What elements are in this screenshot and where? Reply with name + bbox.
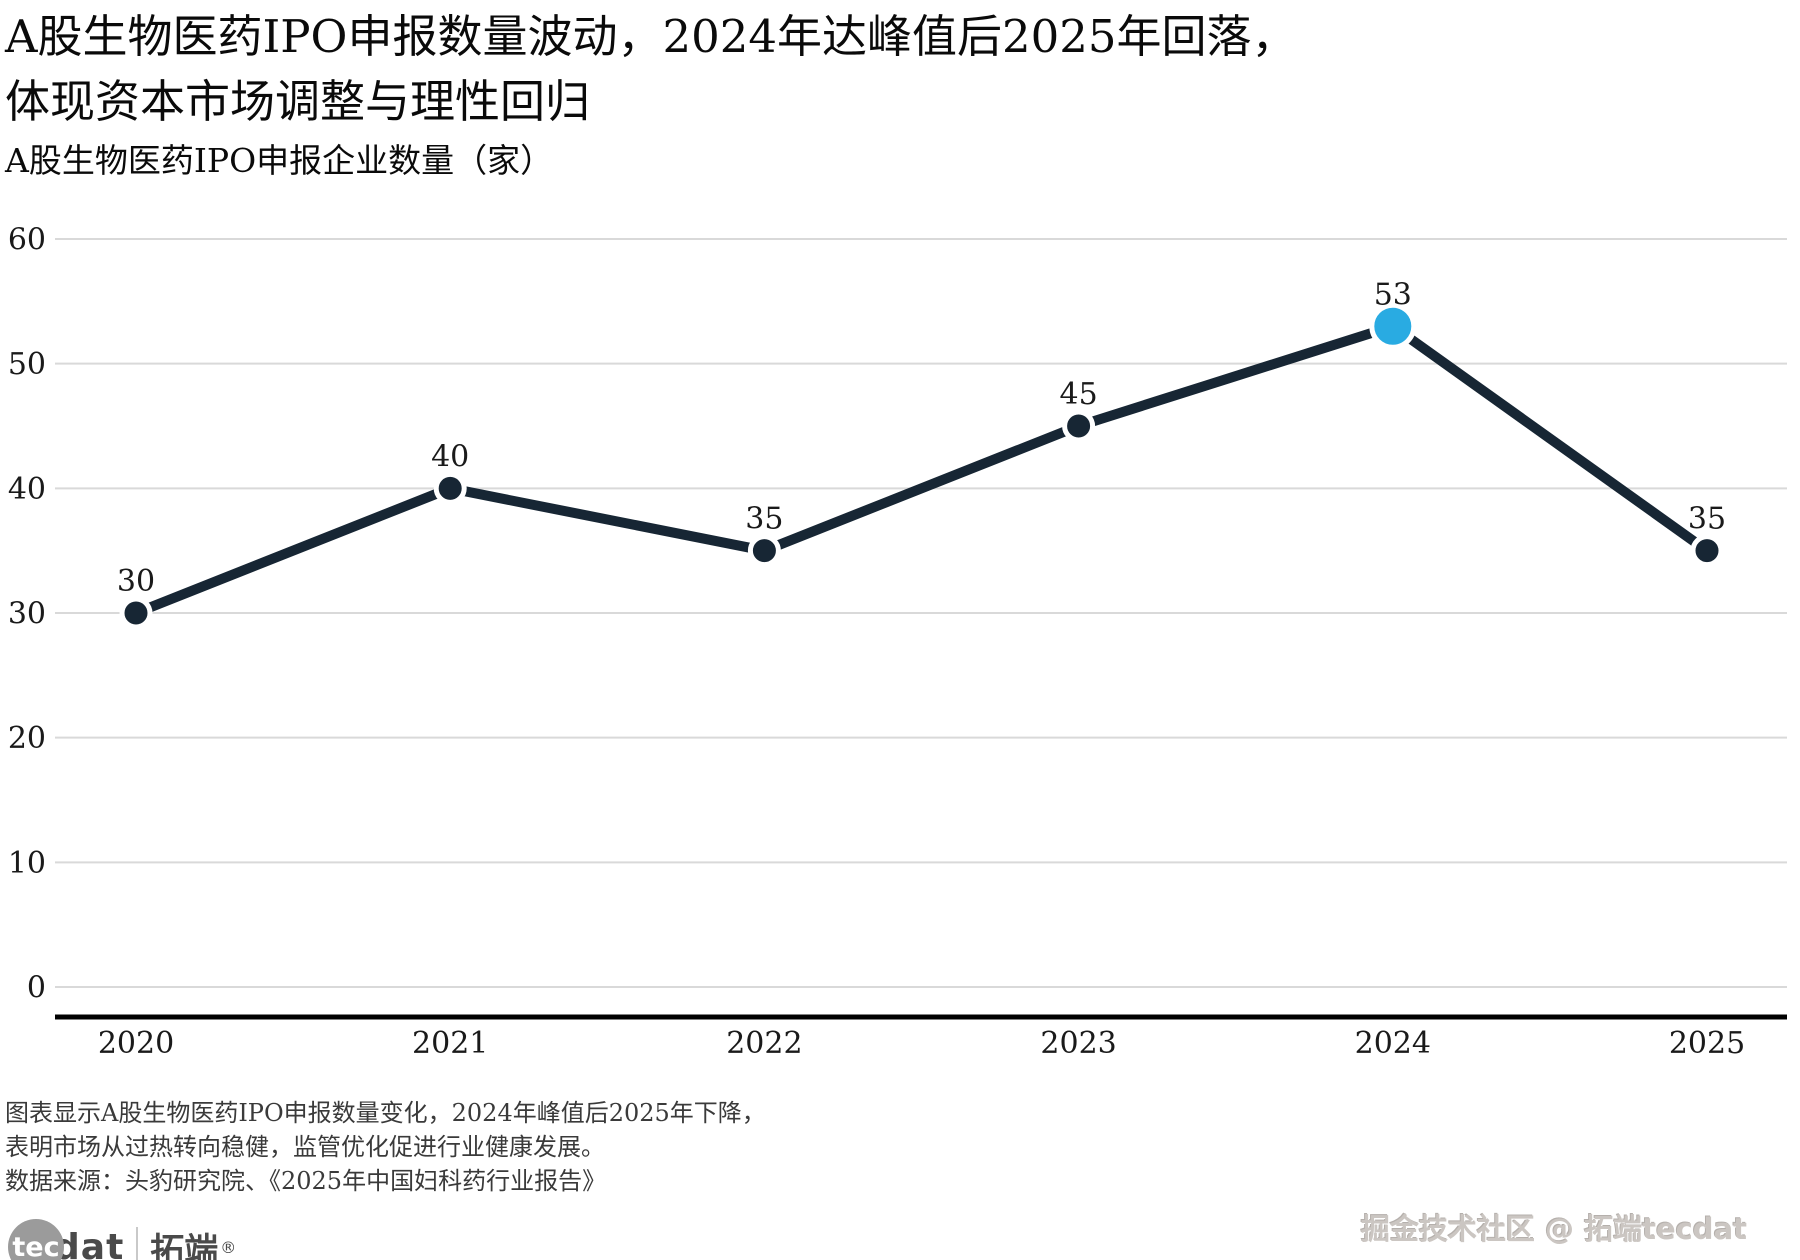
logo-circle-text: tec [12,1231,60,1260]
logo-text: dat [54,1226,125,1260]
data-point-2021 [433,471,467,505]
footnote-source: 数据来源：头豹研究院、《2025年中国妇科药行业报告》 [5,1167,607,1195]
value-label-2023: 45 [1060,377,1098,412]
registered-mark-icon: ® [220,1237,237,1257]
x-tick-label: 2023 [1040,1026,1116,1061]
x-tick-label: 2022 [726,1026,802,1061]
y-tick-label: 10 [8,846,46,881]
x-tick-label: 2021 [412,1026,488,1061]
chart-title-line1: A股生物医药IPO申报数量波动，2024年达峰值后2025年回落， [5,10,1297,63]
trend-line [134,321,1710,618]
value-label-2021: 40 [431,439,469,474]
footnote-line2: 表明市场从过热转向稳健，监管优化促进行业健康发展。 [5,1133,605,1161]
y-tick-label: 0 [27,971,46,1006]
data-point-2023 [1062,409,1096,443]
watermark: 掘金技术社区 @ 拓端tecdat [1360,1212,1747,1246]
footnote: 图表显示A股生物医药IPO申报数量变化，2024年峰值后2025年下降， 表明市… [5,1096,766,1198]
tecdat-logo: tec dat 拓端 ® [8,1219,236,1260]
data-point-2020 [119,596,153,630]
value-label-2020: 30 [117,564,155,599]
y-tick-label: 50 [8,347,46,382]
header: A股生物医药IPO申报数量波动，2024年达峰值后2025年回落， 体现资本市场… [5,4,1297,184]
footnote-line1: 图表显示A股生物医药IPO申报数量变化，2024年峰值后2025年下降， [5,1099,766,1127]
chart-subtitle: A股生物医药IPO申报企业数量（家） [5,141,554,180]
logo-circle-icon: tec [8,1219,64,1260]
data-point-2022 [747,534,781,568]
x-tick-label: 2025 [1669,1026,1745,1061]
data-point-2024 [1369,302,1417,350]
y-tick-label: 30 [8,597,46,632]
value-label-2022: 35 [745,502,783,537]
data-point-2025 [1690,534,1724,568]
chart-title-line2: 体现资本市场调整与理性回归 [5,75,591,128]
y-tick-label: 20 [8,721,46,756]
x-tick-label: 2020 [98,1026,174,1061]
value-label-2025: 35 [1688,502,1726,537]
logo-cn-text: 拓端 [150,1230,219,1260]
x-tick-label: 2024 [1355,1026,1431,1061]
logo-divider [136,1227,139,1260]
y-tick-label: 60 [8,223,46,258]
value-label-2024: 53 [1374,277,1412,312]
y-tick-label: 40 [8,472,46,507]
